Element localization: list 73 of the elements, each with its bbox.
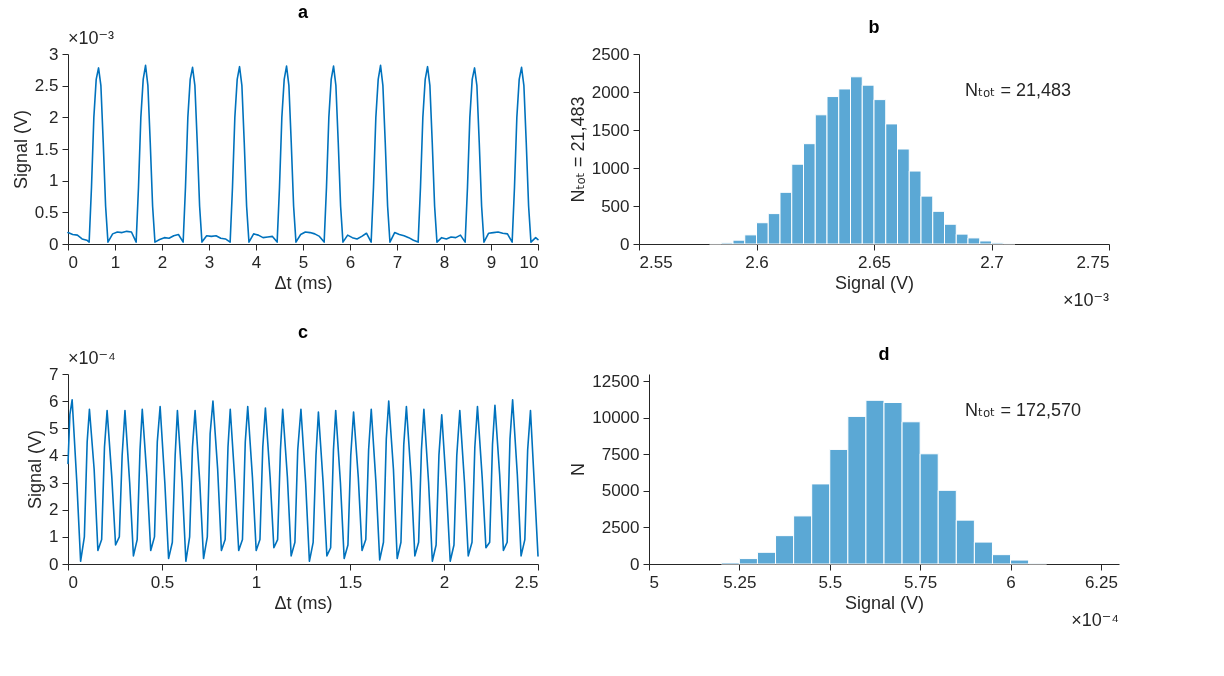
- y-tick-label: 500: [601, 196, 630, 216]
- y-tick-label: 0: [49, 554, 59, 574]
- x-tick-label: 5.5: [818, 572, 843, 592]
- x-tick-label: 6: [345, 252, 356, 272]
- x-tick-label: 6: [1006, 572, 1016, 592]
- x-axis-title: Δt (ms): [274, 592, 333, 613]
- y-tick-label: 5: [49, 418, 59, 438]
- text: ×10⁻³: [68, 28, 115, 48]
- y-tick-label: 3: [49, 473, 59, 493]
- x-tick-label: 2: [157, 252, 168, 272]
- y-tick-label: 0: [630, 554, 640, 574]
- y-axis-title: Nₜₒₜ = 21,483: [567, 96, 588, 203]
- chart-title: a: [297, 2, 309, 22]
- y-tick-label: 10000: [592, 408, 640, 428]
- y-tick-label: 2000: [591, 82, 630, 102]
- x-axis-title: Δt (ms): [274, 272, 333, 293]
- x-tick-label: 5.25: [723, 572, 757, 592]
- x-tick-label: 1.5: [338, 572, 363, 592]
- y-tick-label: 12500: [592, 371, 640, 391]
- x-tick-label: 9: [486, 252, 497, 272]
- y-tick-label: 1: [49, 171, 59, 191]
- x-tick-label: 6.25: [1084, 572, 1118, 592]
- x-tick-label: 7: [392, 252, 403, 272]
- x-tick-label: 10: [519, 252, 539, 272]
- y-tick-label: 6: [49, 391, 59, 411]
- y-tick-label: 0: [620, 234, 630, 254]
- y-tick-label: 5000: [601, 481, 640, 501]
- x-tick-label: 0.5: [150, 572, 175, 592]
- y-tick-label: 2500: [591, 44, 630, 64]
- x-tick-label: 5: [298, 252, 309, 272]
- text: ×10⁻⁴: [68, 348, 116, 368]
- chart-title: d: [878, 344, 890, 365]
- x-axis-title: Signal (V): [834, 272, 915, 293]
- y-tick-label: 2: [49, 500, 59, 520]
- x-tick-label: 2.6: [745, 252, 769, 272]
- y-tick-label: 7: [49, 364, 59, 384]
- y-axis-title: Signal (V): [25, 429, 46, 510]
- x-tick-label: 2: [439, 572, 450, 592]
- annotation: Nₜₒₜ = 172,570: [965, 399, 1081, 420]
- x-tick-label: 4: [251, 252, 262, 272]
- x-tick-label: 2.65: [857, 252, 892, 272]
- x-tick-label: 0: [68, 572, 78, 592]
- x-tick-label: 2.75: [1076, 252, 1110, 272]
- x-tick-label: 1: [110, 252, 121, 272]
- x-tick-label: 0: [68, 252, 78, 272]
- y-tick-label: 2.5: [34, 76, 59, 96]
- y-axis-title: N: [568, 463, 589, 476]
- y-tick-label: 0: [49, 234, 59, 254]
- annotation: Nₜₒₜ = 21,483: [965, 79, 1071, 100]
- y-tick-label: 4: [49, 445, 59, 465]
- y-tick-label: 1000: [591, 158, 630, 178]
- x-tick-label: 8: [439, 252, 450, 272]
- chart-title: b: [868, 17, 880, 37]
- x-tick-label: 2.5: [514, 572, 539, 592]
- y-tick-label: 1500: [591, 120, 630, 140]
- y-tick-label: 7500: [601, 444, 640, 464]
- x-tick-label: 2.7: [980, 252, 1004, 272]
- x-tick-label: 5: [649, 572, 659, 592]
- y-tick-label: 1: [49, 527, 59, 547]
- x-axis-title: Signal (V): [844, 592, 925, 613]
- y-tick-label: 3: [49, 44, 59, 64]
- x-tick-label: 1: [251, 572, 262, 592]
- text: ×10⁻³: [1062, 290, 1109, 310]
- x-tick-label: 2.55: [639, 252, 673, 272]
- x-tick-label: 5.75: [904, 572, 938, 592]
- chart-title: c: [297, 322, 309, 342]
- y-tick-label: 2500: [601, 517, 640, 537]
- y-tick-label: 1.5: [34, 139, 59, 159]
- y-tick-label: 0.5: [34, 202, 59, 222]
- y-axis-title: Signal (V): [10, 109, 31, 190]
- y-tick-label: 2: [49, 107, 59, 127]
- x-tick-label: 3: [204, 252, 215, 272]
- text: ×10⁻⁴: [1071, 610, 1119, 630]
